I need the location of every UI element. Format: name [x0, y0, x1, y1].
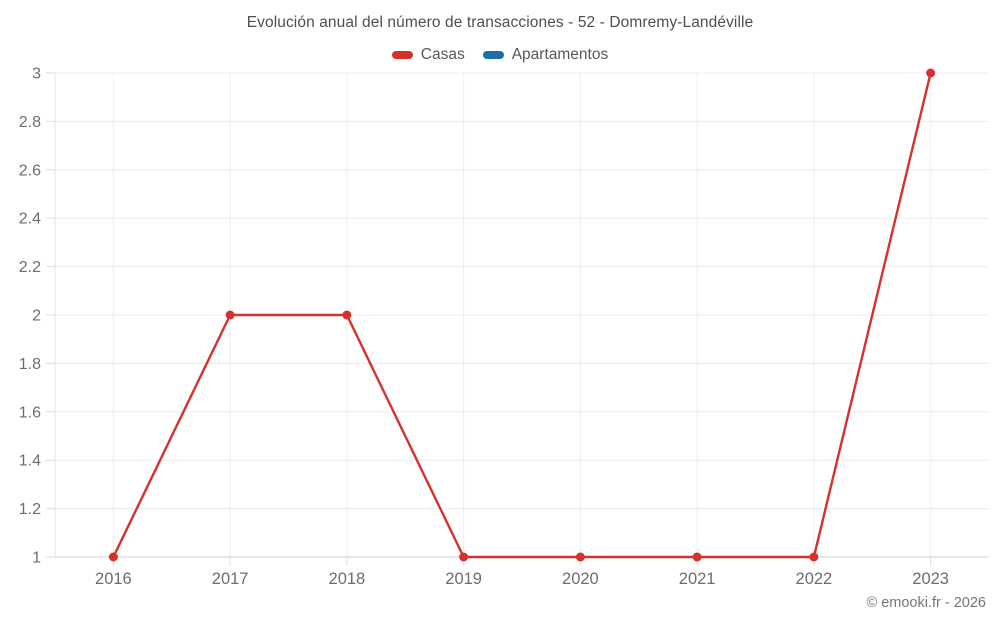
y-axis-label: 1: [32, 550, 41, 567]
x-axis-label: 2016: [95, 570, 132, 588]
copyright: © emooki.fr - 2026: [866, 595, 986, 611]
x-axis-label: 2020: [562, 570, 599, 588]
legend-label: Apartamentos: [511, 46, 609, 63]
x-axis-label: 2018: [329, 570, 366, 588]
y-axis-label: 2.4: [19, 211, 41, 228]
y-axis-label: 2.8: [19, 114, 41, 131]
chart-title: Evolución anual del número de transaccio…: [246, 14, 754, 31]
y-axis-label: 1.6: [19, 404, 41, 421]
legend: Casas Apartamentos: [0, 44, 1000, 66]
legend-item-casas[interactable]: Casas: [391, 46, 465, 64]
x-axis-label: 2021: [679, 570, 716, 588]
y-axis-label: 1.4: [19, 453, 41, 470]
data-point-casas: [342, 310, 352, 320]
data-point-casas: [575, 552, 585, 562]
y-axis-label: 1.8: [19, 356, 41, 373]
legend-label: Casas: [420, 46, 465, 63]
y-axis-label: 2.6: [19, 162, 41, 179]
x-axis-label: 2019: [445, 570, 482, 588]
data-point-casas: [809, 552, 819, 562]
legend-swatch-icon: [482, 51, 504, 59]
data-point-casas: [108, 552, 118, 562]
x-axis-label: 2022: [796, 570, 833, 588]
x-axis-label: 2023: [912, 570, 949, 588]
x-axis-label: 2017: [212, 570, 249, 588]
data-point-casas: [692, 552, 702, 562]
data-point-casas: [926, 68, 936, 78]
legend-swatch-icon: [391, 51, 413, 59]
data-point-casas: [459, 552, 469, 562]
y-axis-label: 2: [32, 308, 41, 325]
y-axis-label: 3: [32, 66, 41, 83]
legend-item-apartamentos[interactable]: Apartamentos: [482, 46, 609, 64]
y-axis-label: 1.2: [19, 501, 41, 518]
y-axis-label: 2.2: [19, 259, 41, 276]
data-point-casas: [225, 310, 235, 320]
series-line-casas: [112, 71, 932, 559]
